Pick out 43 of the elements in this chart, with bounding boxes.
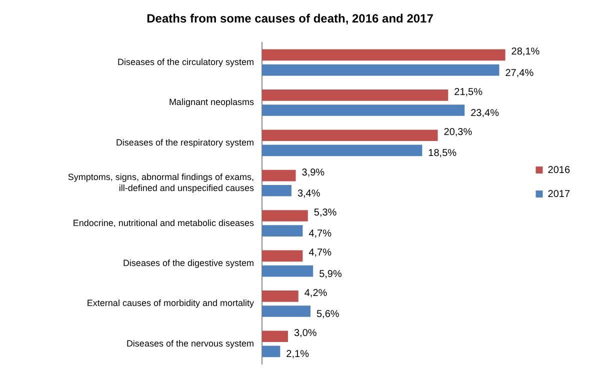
data-label: 4,7% [308,228,332,240]
bar [262,64,500,76]
y-tick-label: Symptoms, signs, abnormal findings of exams, ill-defined and unspecified causes [68,172,254,193]
data-label: 3,4% [297,188,320,200]
y-tick-label: Endocrine, nutritional and metabolic diseases [72,218,254,228]
bar [262,210,308,222]
data-label: 28,1% [511,46,540,58]
data-label: 5,6% [316,308,340,320]
bar [262,144,422,156]
bar [262,265,314,277]
y-tick-label: Diseases of the nervous system [126,338,254,348]
legend-label: 2017 [548,188,570,200]
bar [262,170,296,182]
bar [262,104,465,116]
y-tick-label: Malignant neoplasms [168,97,254,108]
data-label: 5,9% [319,268,342,280]
y-tick-label: External causes of morbidity and mortality [86,298,254,308]
data-label: 18,5% [428,148,457,160]
bar [262,290,298,302]
data-label: 2,1% [286,349,310,360]
bar [262,306,310,317]
chart-title: Deaths from some causes of death, 2016 and 2017 [146,12,434,26]
data-label: 27,4% [505,68,534,79]
data-label: 3,9% [302,167,325,178]
data-label: 4,7% [308,248,332,259]
legend-label: 2016 [548,164,570,176]
data-label: 21,5% [454,86,483,98]
y-tick-label: Diseases of the respiratory system [116,137,254,148]
bar [262,250,303,262]
y-tick-label: Diseases of the circulatory system [117,56,254,67]
bar [262,225,303,236]
data-label: 5,3% [314,208,337,219]
data-label: 3,0% [294,328,317,340]
data-label: 23,4% [470,108,500,119]
bar [262,49,506,61]
bar [262,130,438,142]
bar [262,330,288,342]
bar [262,90,448,101]
bar [262,346,280,358]
bar [262,184,292,196]
y-tick-label: Diseases of the digestive system [122,258,254,268]
data-label: 4,2% [304,288,328,299]
data-label: 20,3% [444,127,472,138]
